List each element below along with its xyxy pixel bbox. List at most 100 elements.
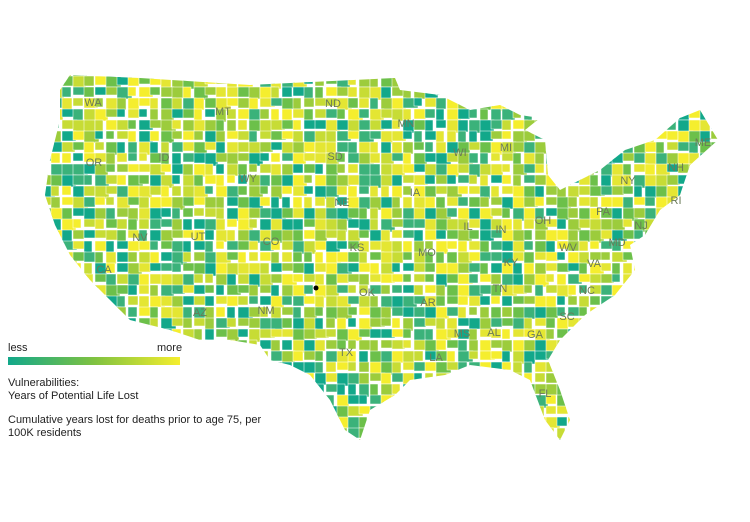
county	[523, 97, 533, 107]
county	[259, 262, 270, 275]
county	[204, 438, 216, 440]
county	[391, 207, 403, 219]
county	[105, 328, 122, 338]
county	[710, 240, 718, 253]
county	[116, 97, 127, 111]
county	[468, 174, 478, 185]
county	[644, 251, 655, 262]
county	[204, 317, 215, 331]
county	[545, 405, 557, 415]
county	[490, 185, 500, 199]
county	[358, 405, 372, 415]
county	[127, 218, 138, 232]
county	[270, 163, 282, 177]
county	[204, 251, 217, 265]
county	[204, 350, 219, 362]
county	[83, 108, 97, 122]
county	[501, 328, 511, 340]
county	[61, 328, 73, 341]
county	[116, 75, 129, 78]
county	[556, 416, 568, 427]
county	[303, 97, 315, 108]
county	[722, 406, 737, 416]
county	[589, 97, 600, 109]
county	[578, 108, 595, 122]
county	[545, 75, 556, 89]
county	[634, 65, 642, 73]
county	[468, 394, 481, 404]
county	[655, 218, 668, 230]
county	[182, 438, 195, 440]
county	[501, 130, 512, 140]
county	[94, 251, 104, 264]
county	[600, 339, 617, 353]
county	[710, 284, 718, 297]
county	[182, 251, 192, 263]
county	[655, 86, 666, 101]
county	[655, 394, 672, 408]
county	[325, 438, 341, 440]
county	[479, 416, 495, 430]
county	[127, 372, 144, 382]
county	[138, 273, 150, 287]
county	[600, 416, 615, 428]
state-label: NH	[668, 162, 684, 174]
county	[314, 229, 328, 243]
county	[490, 350, 504, 360]
county	[45, 240, 56, 255]
county	[259, 394, 272, 409]
county	[600, 350, 612, 362]
county	[644, 75, 659, 78]
county	[722, 109, 734, 120]
county	[182, 130, 196, 141]
county	[314, 86, 324, 100]
county	[303, 339, 316, 352]
county	[259, 251, 272, 262]
county	[248, 86, 261, 100]
county	[138, 152, 148, 162]
county	[127, 438, 144, 440]
county	[710, 86, 718, 101]
county	[270, 262, 283, 273]
county	[248, 108, 261, 121]
county	[303, 251, 313, 263]
county	[600, 86, 614, 100]
county	[160, 229, 174, 242]
county	[457, 438, 469, 440]
county	[710, 218, 718, 229]
county	[424, 75, 435, 76]
county	[710, 185, 718, 195]
county	[567, 163, 581, 174]
county	[633, 438, 645, 440]
county	[259, 284, 272, 294]
county	[666, 284, 677, 297]
county	[204, 75, 220, 78]
county	[611, 317, 625, 327]
county	[138, 372, 151, 385]
county	[677, 75, 687, 86]
county	[94, 339, 111, 352]
county	[72, 185, 85, 199]
county	[347, 438, 359, 440]
county	[677, 75, 689, 79]
county	[149, 97, 159, 110]
county	[435, 130, 445, 144]
county	[622, 372, 633, 386]
county	[501, 394, 514, 407]
county	[589, 295, 601, 306]
county	[468, 339, 479, 353]
state-label: MD	[608, 237, 625, 249]
county	[677, 405, 689, 417]
county	[325, 163, 339, 176]
county	[45, 86, 49, 96]
state-label: CO	[263, 236, 280, 248]
county	[193, 438, 205, 440]
county	[699, 273, 714, 283]
county	[358, 328, 372, 338]
county	[688, 427, 704, 437]
county	[72, 339, 82, 351]
county	[633, 130, 649, 142]
county	[722, 241, 731, 254]
county	[710, 438, 718, 440]
county	[633, 317, 647, 331]
